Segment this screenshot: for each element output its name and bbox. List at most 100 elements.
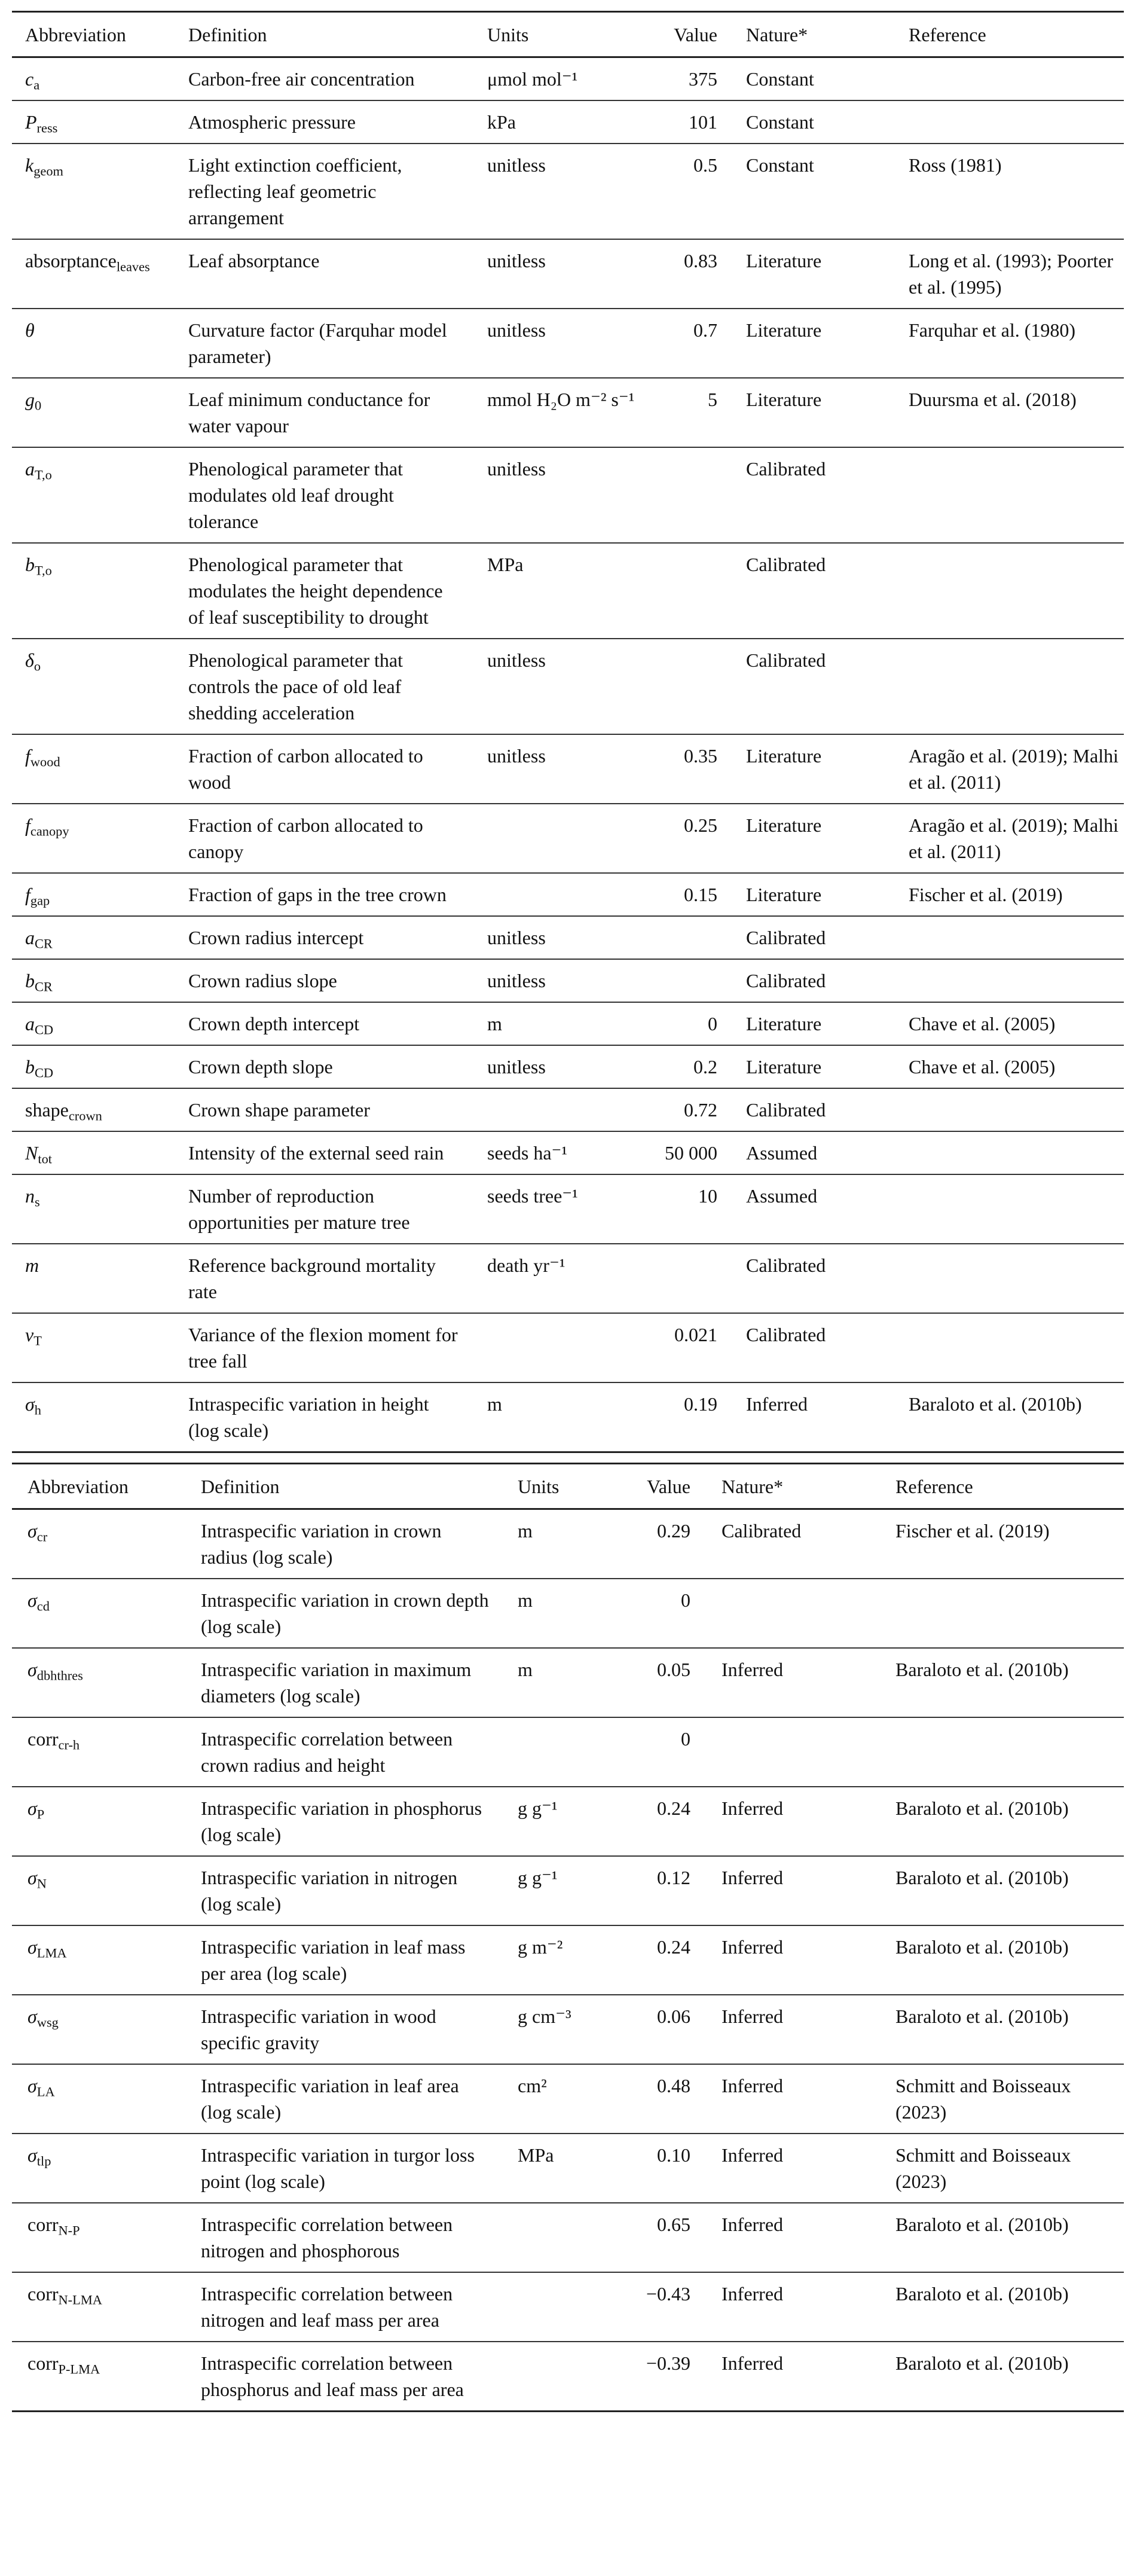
cell-definition: Fraction of carbon allocated to canopy [188, 803, 487, 873]
cell-reference [909, 57, 1124, 101]
cell-reference: Baraloto et al. (2010b) [895, 1925, 1124, 1995]
table-row: Ntot Intensity of the external seed rain s… [12, 1131, 1124, 1174]
symbol: σ [27, 2144, 37, 2166]
table-row: corrP-LMA Intraspecific correlation betwe… [12, 2341, 1124, 2412]
cell-value: 375 [689, 68, 717, 90]
cell-value: 0.24 [634, 1786, 696, 1856]
cell-reference: Baraloto et al. (2010b) [895, 2341, 1124, 2412]
cell-units: unitless [487, 1045, 658, 1088]
cell-units: μmol mol⁻¹ [487, 68, 578, 90]
cell-nature: Assumed [723, 1131, 909, 1174]
symbol: σ [25, 1393, 35, 1415]
cell-abbreviation: absorptanceleaves [12, 239, 188, 309]
symbol-subscript: LA [36, 2084, 55, 2099]
cell-reference: Farquhar et al. (1980) [909, 308, 1124, 378]
table-row: vT Variance of the flexion moment for tre… [12, 1313, 1124, 1382]
cell-reference: Fischer et al. (2019) [909, 872, 1124, 916]
cell-definition: Intraspecific variation in phosphorus (l… [201, 1786, 518, 1856]
symbol-subscript: s [35, 1194, 40, 1210]
cell-nature: Calibrated [723, 959, 909, 1002]
symbol-subscript: tot [38, 1151, 52, 1167]
cell-nature: Calibrated [722, 1520, 802, 1542]
cell-units: m [518, 1520, 533, 1542]
symbol: c [25, 68, 34, 90]
cell-nature: Calibrated [723, 1243, 909, 1313]
cell-abbreviation: Press [12, 100, 188, 144]
symbol: n [25, 1185, 35, 1207]
cell-reference [909, 959, 1124, 1002]
cell-abbreviation: fcanopy [12, 803, 188, 873]
cell-units: mmol H₂O m⁻² s⁻¹ [487, 377, 658, 447]
table-body: ca Carbon-free air concentration μmol mol⁻… [12, 57, 1124, 1452]
cell-definition: Intraspecific correlation between phosph… [201, 2341, 518, 2412]
cell-nature: Calibrated [723, 915, 909, 959]
cell-reference [909, 1174, 1124, 1244]
cell-nature: Assumed [723, 1174, 909, 1244]
cell-value: 0.06 [634, 1994, 696, 2064]
symbol: b [25, 554, 35, 575]
cell-units: seeds tree⁻¹ [487, 1174, 658, 1244]
cell-value: −0.43 [634, 2272, 696, 2342]
cell-nature: Literature [723, 308, 909, 378]
cell-units: g g⁻¹ [518, 1786, 634, 1856]
cell-definition: Phenological parameter that modulates th… [188, 542, 487, 639]
cell-value: −0.39 [634, 2341, 696, 2412]
header-reference: Reference [895, 1463, 1124, 1510]
cell-nature: Constant [746, 68, 814, 90]
cell-value: 0.2 [658, 1045, 723, 1088]
symbol-subscript: T,o [35, 467, 52, 483]
table-row: corrcr-h Intraspecific correlation betwee… [12, 1717, 1124, 1787]
symbol: θ [25, 319, 35, 341]
symbol: f [25, 745, 30, 767]
parameter-table-part-1: Abbreviation Definition Units Value Nature* R… [12, 11, 1124, 1453]
cell-abbreviation: bCD [12, 1045, 188, 1088]
cell-reference [909, 1313, 1124, 1382]
symbol: a [25, 927, 35, 948]
cell-abbreviation: aT,o [12, 447, 188, 543]
table-row: g0 Leaf minimum conductance for water vap… [12, 377, 1124, 447]
cell-units: seeds ha⁻¹ [487, 1131, 658, 1174]
cell-nature: Calibrated [723, 447, 909, 543]
symbol-subscript: CR [35, 979, 53, 994]
cell-reference: Baraloto et al. (2010b) [895, 1994, 1124, 2064]
cell-abbreviation: corrP-LMA [12, 2341, 201, 2412]
cell-value: 0 [634, 1717, 696, 1787]
cell-definition: Intraspecific variation in height (log s… [188, 1382, 487, 1452]
symbol: σ [27, 1520, 37, 1542]
cell-abbreviation: corrcr-h [12, 1717, 201, 1787]
cell-abbreviation: vT [12, 1313, 188, 1382]
symbol-subscript: geom [33, 163, 63, 179]
symbol: f [25, 884, 30, 905]
symbol: k [25, 154, 34, 176]
cell-definition: Crown shape parameter [188, 1088, 487, 1131]
symbol: v [25, 1324, 34, 1345]
symbol: N [25, 1142, 38, 1164]
symbol-subscript: canopy [30, 823, 69, 839]
symbol: P [25, 111, 37, 133]
header-nature: Nature* [723, 11, 909, 58]
cell-definition: Intensity of the external seed rain [188, 1131, 487, 1174]
cell-abbreviation: σLA [12, 2064, 201, 2134]
cell-nature: Literature [723, 734, 909, 804]
cell-value [658, 1243, 723, 1313]
cell-units: unitless [487, 143, 658, 239]
cell-value: 0.5 [658, 143, 723, 239]
table-row: σtlp Intraspecific variation in turgor lo… [12, 2133, 1124, 2203]
cell-abbreviation: σdbhthres [12, 1647, 201, 1717]
symbol-subscript: T [33, 1333, 42, 1348]
table-row: σLA Intraspecific variation in leaf area … [12, 2064, 1124, 2134]
cell-abbreviation: σtlp [12, 2133, 201, 2203]
cell-value: 5 [658, 377, 723, 447]
cell-abbreviation: σP [12, 1786, 201, 1856]
table-row: m Reference background mortality rate deat… [12, 1243, 1124, 1313]
cell-abbreviation: ns [12, 1174, 188, 1244]
cell-reference: Baraloto et al. (2010b) [895, 1786, 1124, 1856]
cell-nature: Inferred [696, 2202, 895, 2272]
symbol-subscript: h [34, 1402, 41, 1418]
cell-definition: Fraction of carbon allocated to wood [188, 734, 487, 804]
cell-value: 0.021 [658, 1313, 723, 1382]
cell-units: unitless [487, 308, 658, 378]
cell-abbreviation: m [12, 1243, 188, 1313]
cell-reference: Schmitt and Boisseaux (2023) [895, 2064, 1124, 2134]
cell-nature: Literature [723, 1045, 909, 1088]
